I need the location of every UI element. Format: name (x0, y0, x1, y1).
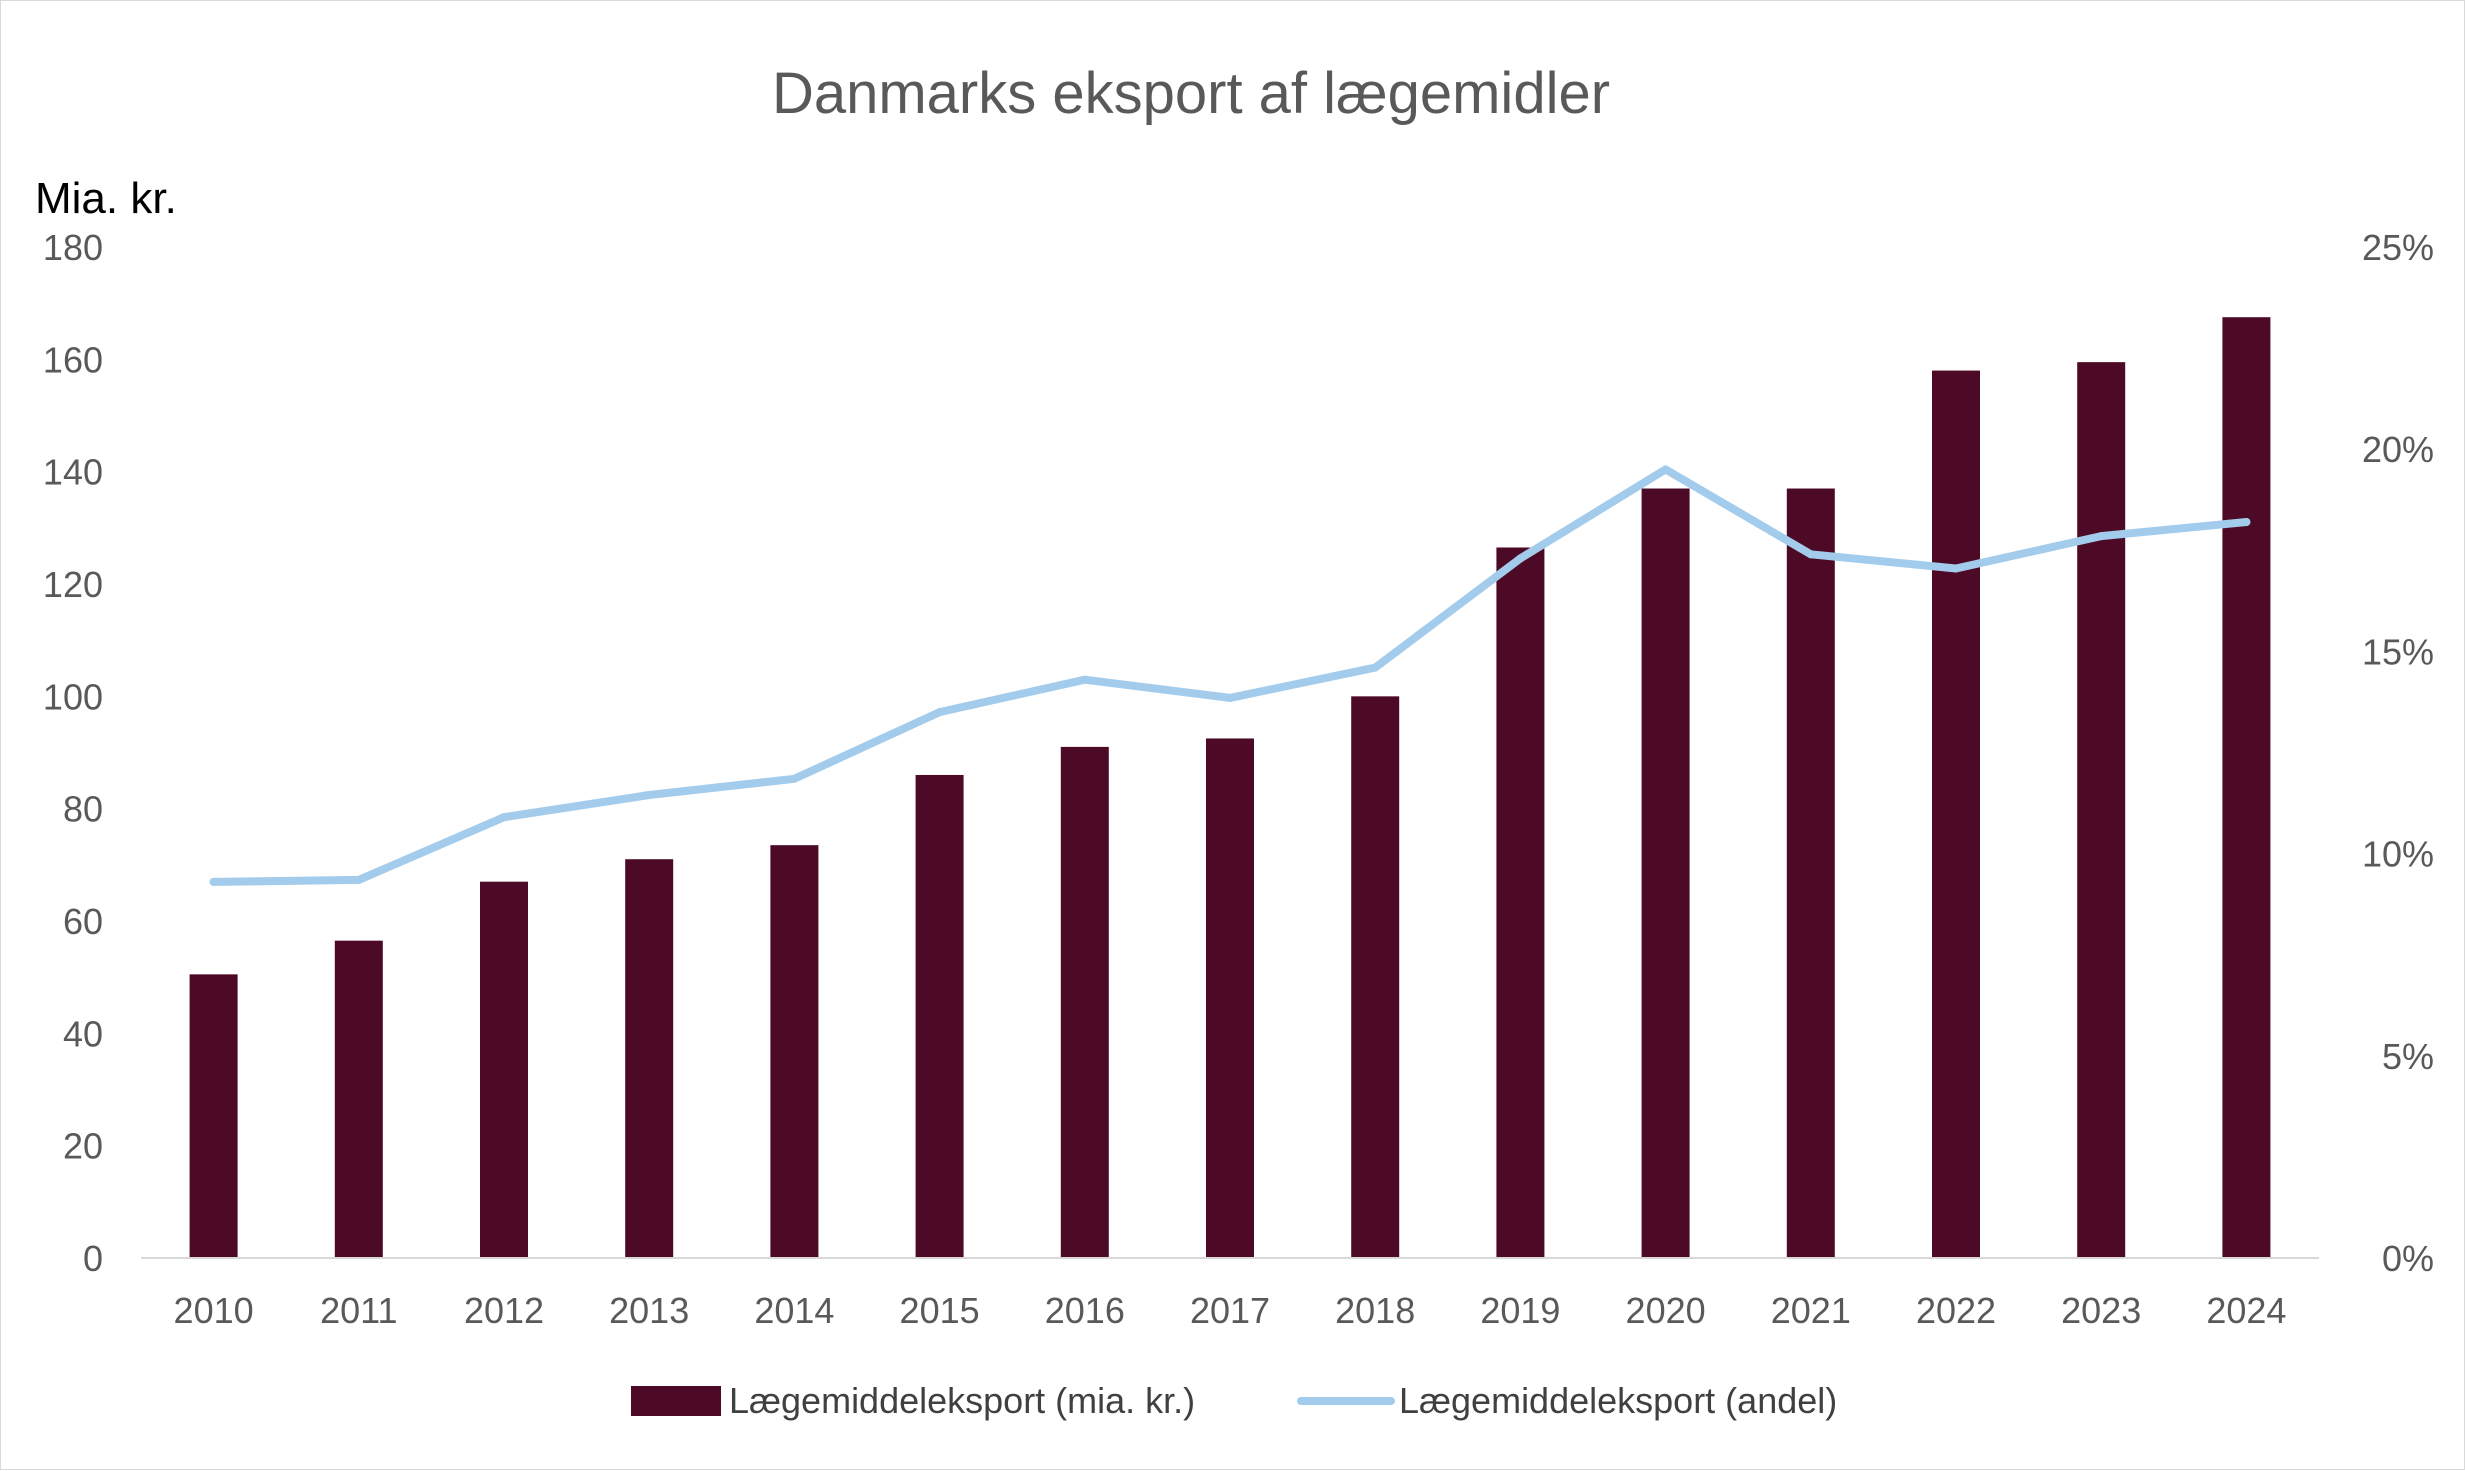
bar (1496, 547, 1545, 1258)
y2-tick-label: 20% (2362, 429, 2434, 470)
line-point (1661, 465, 1670, 474)
line-series (209, 465, 2251, 886)
bar (1641, 488, 1690, 1258)
legend: Lægemiddeleksport (mia. kr.) Lægemiddele… (631, 1380, 1837, 1421)
chart-title: Danmarks eksport af lægemidler (772, 61, 1610, 126)
bar-series (189, 317, 2271, 1259)
y2-tick-label: 15% (2362, 631, 2434, 672)
y2-tick-label: 25% (2362, 227, 2434, 268)
x-axis-ticks: 2010 2011 2012 2013 2014 2015 2016 2017 2018 2019… (174, 1290, 2287, 1331)
line-point (500, 813, 508, 822)
line-point (935, 708, 944, 717)
y-tick-label: 120 (43, 564, 103, 605)
bar (1932, 370, 1980, 1259)
y-tick-label: 40 (63, 1013, 103, 1054)
y2-tick-label: 0% (2382, 1238, 2434, 1279)
bar (915, 774, 964, 1258)
secondary-y-axis-ticks: 0% 5% 10% 15% 20% 25% (2362, 227, 2434, 1279)
bar (1351, 696, 1400, 1258)
line-point (1806, 550, 1815, 559)
bar (770, 845, 819, 1258)
x-tick-label: 2020 (1626, 1290, 1706, 1331)
x-tick-label: 2016 (1045, 1290, 1125, 1331)
legend-label-line: Lægemiddeleksport (andel) (1399, 1380, 1837, 1421)
x-tick-label: 2011 (320, 1290, 397, 1331)
x-tick-label: 2010 (174, 1290, 254, 1331)
y-tick-label: 0 (83, 1238, 103, 1279)
line-point (790, 774, 799, 783)
bar (2077, 362, 2126, 1258)
y-axis-label: Mia. kr. (35, 174, 177, 223)
bar (480, 881, 528, 1258)
bar (2222, 317, 2271, 1258)
y-tick-label: 140 (43, 452, 103, 493)
legend-swatch-bar (631, 1386, 721, 1416)
line-point (1080, 675, 1089, 684)
line-point (1371, 663, 1380, 672)
x-tick-label: 2024 (2206, 1290, 2286, 1331)
line-point (354, 875, 363, 884)
line-point (1516, 554, 1525, 563)
x-tick-label: 2012 (464, 1290, 544, 1331)
y2-tick-label: 5% (2382, 1036, 2434, 1077)
x-tick-label: 2018 (1335, 1290, 1415, 1331)
x-tick-label: 2013 (609, 1290, 689, 1331)
line-point (2097, 532, 2106, 541)
x-tick-label: 2019 (1480, 1290, 1560, 1331)
line-point (1952, 564, 1960, 573)
x-tick-label: 2015 (900, 1290, 980, 1331)
x-tick-label: 2022 (1916, 1290, 1996, 1331)
y-tick-label: 100 (43, 676, 103, 717)
y2-tick-label: 10% (2362, 834, 2434, 875)
bar (1206, 738, 1254, 1258)
legend-label-bar: Lægemiddeleksport (mia. kr.) (729, 1380, 1195, 1421)
x-tick-label: 2017 (1190, 1290, 1270, 1331)
line-point (1226, 693, 1234, 702)
bar (189, 974, 238, 1258)
y-axis-ticks: 0 20 40 60 80 100 120 140 160 180 (43, 227, 103, 1279)
y-tick-label: 80 (63, 789, 103, 830)
y-tick-label: 160 (43, 339, 103, 380)
bar (334, 940, 383, 1258)
bar (1060, 746, 1109, 1258)
x-tick-label: 2023 (2061, 1290, 2141, 1331)
line-point (645, 790, 654, 799)
line-point (2242, 517, 2251, 526)
y-tick-label: 180 (43, 227, 103, 268)
bar (1786, 488, 1835, 1258)
x-tick-label: 2021 (1771, 1290, 1851, 1331)
line-point (209, 877, 218, 886)
y-tick-label: 20 (63, 1126, 103, 1167)
bar (625, 859, 674, 1258)
x-tick-label: 2014 (754, 1290, 834, 1331)
y-tick-label: 60 (63, 901, 103, 942)
